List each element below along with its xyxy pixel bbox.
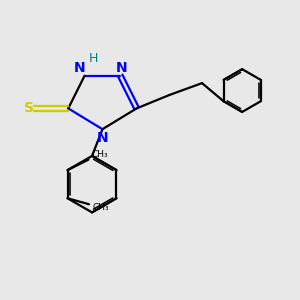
Text: CH₃: CH₃	[92, 150, 109, 159]
Text: H: H	[89, 52, 98, 65]
Text: N: N	[97, 130, 109, 145]
Text: S: S	[24, 101, 34, 115]
Text: CH₃: CH₃	[93, 203, 109, 212]
Text: N: N	[116, 61, 128, 75]
Text: N: N	[74, 61, 85, 75]
